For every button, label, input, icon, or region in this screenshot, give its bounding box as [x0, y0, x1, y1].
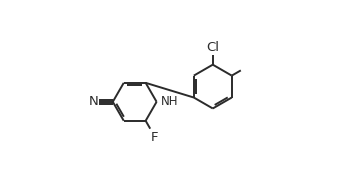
Text: NH: NH [161, 95, 178, 108]
Text: Cl: Cl [206, 41, 219, 54]
Text: N: N [89, 95, 98, 108]
Text: F: F [151, 131, 159, 144]
